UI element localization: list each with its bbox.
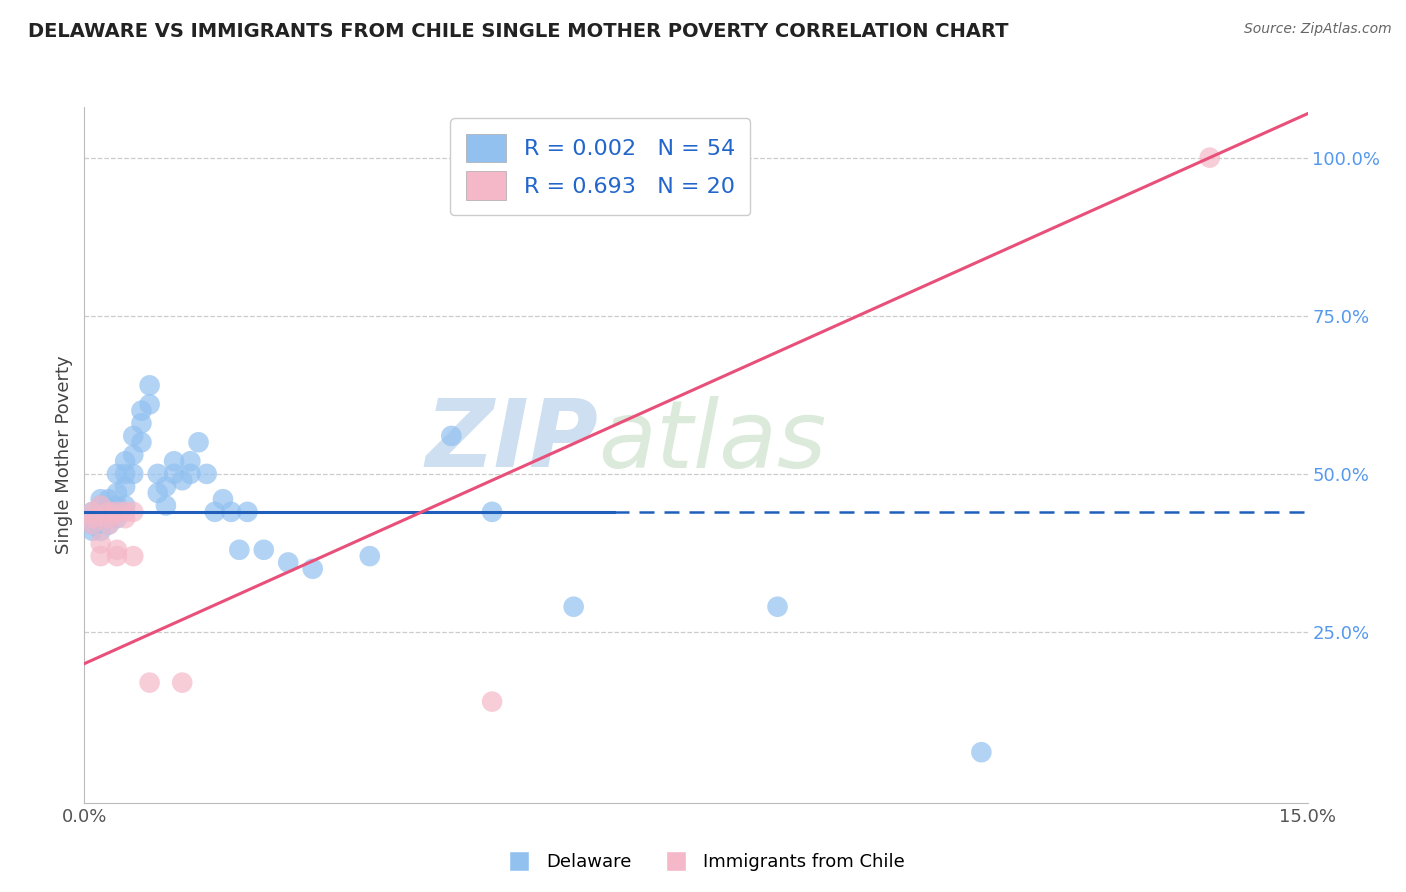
Text: DELAWARE VS IMMIGRANTS FROM CHILE SINGLE MOTHER POVERTY CORRELATION CHART: DELAWARE VS IMMIGRANTS FROM CHILE SINGLE… (28, 22, 1008, 41)
Point (97, 517, 120, 532)
Point (82, 505, 104, 519)
Point (105, 486, 128, 500)
Point (155, 479, 177, 493)
Point (82, 511, 104, 525)
Point (195, 467, 218, 481)
Point (105, 511, 128, 525)
Point (82, 505, 104, 519)
Point (172, 675, 194, 690)
Legend: R = 0.002   N = 54, R = 0.693   N = 20: R = 0.002 N = 54, R = 0.693 N = 20 (450, 118, 751, 215)
Point (131, 435, 153, 450)
Point (105, 549, 128, 563)
Point (212, 492, 235, 507)
Point (204, 505, 226, 519)
Point (105, 467, 128, 481)
Point (122, 505, 145, 519)
Point (90, 505, 112, 519)
Point (131, 403, 153, 417)
Point (228, 542, 250, 557)
Point (163, 467, 186, 481)
Point (122, 467, 145, 481)
Point (82, 524, 104, 538)
Point (155, 499, 177, 513)
Point (90, 536, 112, 550)
Point (97, 505, 120, 519)
Point (90, 511, 112, 525)
Point (97, 517, 120, 532)
Point (301, 562, 323, 576)
Point (359, 549, 381, 563)
Point (122, 549, 145, 563)
Point (970, 745, 993, 759)
Y-axis label: Single Mother Poverty: Single Mother Poverty (55, 356, 73, 554)
Point (90, 524, 112, 538)
Point (766, 599, 789, 614)
Point (114, 454, 136, 468)
Point (114, 467, 136, 481)
Point (440, 429, 463, 443)
Point (219, 505, 242, 519)
Point (114, 511, 136, 525)
Point (122, 448, 145, 462)
Point (187, 435, 209, 450)
Legend: Delaware, Immigrants from Chile: Delaware, Immigrants from Chile (494, 847, 912, 879)
Point (114, 505, 136, 519)
Point (82, 517, 104, 532)
Point (172, 473, 194, 487)
Point (97, 511, 120, 525)
Text: atlas: atlas (598, 395, 827, 486)
Point (163, 454, 186, 468)
Point (122, 429, 145, 443)
Point (105, 542, 128, 557)
Point (82, 511, 104, 525)
Point (179, 467, 201, 481)
Point (138, 378, 160, 392)
Point (114, 499, 136, 513)
Text: Source: ZipAtlas.com: Source: ZipAtlas.com (1244, 22, 1392, 37)
Point (105, 499, 128, 513)
Point (90, 499, 112, 513)
Point (131, 417, 153, 431)
Point (97, 511, 120, 525)
Point (481, 505, 503, 519)
Point (253, 542, 276, 557)
Point (562, 599, 585, 614)
Point (82, 517, 104, 532)
Point (114, 479, 136, 493)
Point (97, 492, 120, 507)
Point (90, 549, 112, 563)
Point (146, 467, 169, 481)
Point (90, 499, 112, 513)
Point (179, 454, 201, 468)
Point (105, 505, 128, 519)
Point (277, 556, 299, 570)
Point (236, 505, 259, 519)
Point (138, 675, 160, 690)
Point (481, 695, 503, 709)
Text: ZIP: ZIP (425, 395, 598, 487)
Point (97, 505, 120, 519)
Point (138, 397, 160, 411)
Point (90, 492, 112, 507)
Point (1198, 151, 1220, 165)
Point (146, 486, 169, 500)
